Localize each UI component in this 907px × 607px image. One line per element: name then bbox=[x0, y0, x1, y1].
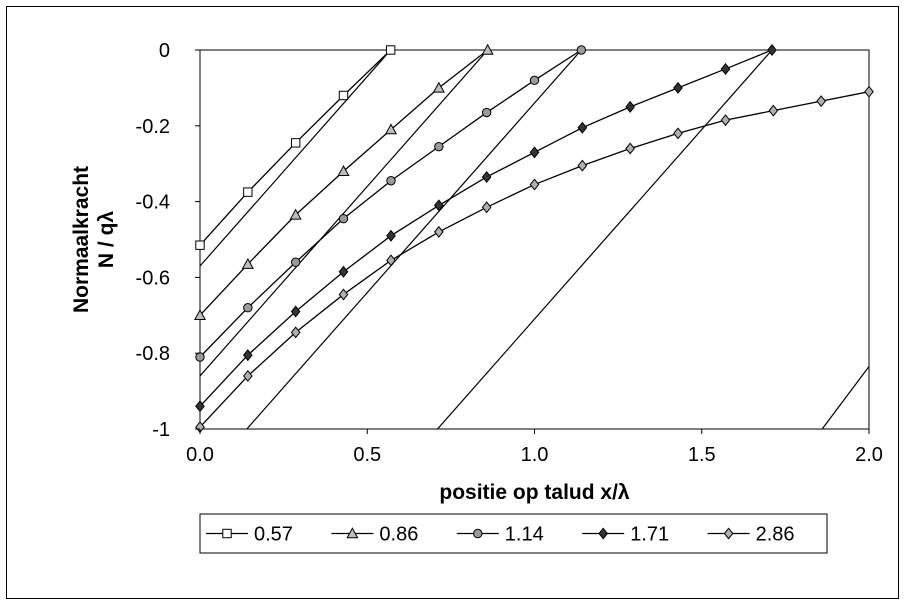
legend-marker bbox=[598, 527, 609, 540]
data-point bbox=[195, 240, 205, 250]
x-axis-ticks: 0.0 0.5 1.0 1.5 2.0 bbox=[186, 429, 883, 466]
data-point bbox=[242, 349, 253, 362]
data-point bbox=[529, 146, 540, 159]
x-tick-label: 0.0 bbox=[186, 444, 214, 466]
data-point bbox=[195, 400, 205, 413]
data-point bbox=[290, 257, 301, 267]
data-point bbox=[290, 305, 301, 318]
data-point bbox=[241, 257, 254, 269]
y-tick-label: -1 bbox=[152, 419, 170, 441]
reference-line bbox=[200, 50, 392, 267]
reference-line bbox=[821, 366, 869, 429]
y-tick-label: 0 bbox=[159, 40, 170, 62]
data-point bbox=[767, 44, 777, 56]
data-point bbox=[434, 141, 444, 152]
y-axis-label-line1: Normaalkracht bbox=[70, 166, 93, 313]
y-axis-label-line2: N / qλ bbox=[95, 211, 118, 268]
chart-frame bbox=[6, 6, 899, 599]
x-tick-label: 0.5 bbox=[353, 444, 381, 466]
reference-line bbox=[437, 50, 773, 429]
data-point bbox=[338, 213, 349, 224]
data-point bbox=[289, 208, 302, 220]
data-point bbox=[433, 199, 444, 212]
data-point bbox=[432, 81, 445, 93]
data-point bbox=[195, 352, 205, 362]
data-point bbox=[481, 201, 492, 214]
data-point bbox=[338, 265, 349, 278]
data-point bbox=[720, 62, 731, 75]
x-tick-label: 1.0 bbox=[521, 444, 549, 466]
legend-item-1.14: 1.14 bbox=[456, 524, 544, 546]
legend-label: 0.86 bbox=[379, 524, 418, 546]
legend-marker bbox=[723, 527, 734, 540]
data-point bbox=[481, 170, 492, 183]
data-point bbox=[576, 45, 587, 55]
series-line bbox=[199, 49, 773, 407]
legend-label: 1.71 bbox=[630, 524, 669, 546]
data-point bbox=[720, 114, 731, 127]
reference-lines bbox=[200, 50, 869, 429]
legend-marker bbox=[473, 528, 483, 539]
data-point bbox=[384, 123, 398, 135]
legend-item-1.71: 1.71 bbox=[582, 524, 669, 546]
legend-label: 2.86 bbox=[756, 524, 795, 546]
reference-line bbox=[200, 50, 489, 377]
legend-item-2.86: 2.86 bbox=[707, 524, 795, 546]
y-tick-label: -0.6 bbox=[136, 267, 170, 289]
data-point bbox=[338, 288, 349, 301]
data-point bbox=[290, 138, 301, 148]
data-point bbox=[577, 159, 588, 172]
data-point bbox=[529, 75, 540, 86]
series-1.71 bbox=[195, 44, 777, 413]
data-point bbox=[243, 187, 253, 197]
y-tick-label: -0.8 bbox=[136, 343, 170, 365]
plot-area bbox=[199, 49, 870, 430]
data-point bbox=[386, 254, 396, 267]
data-point bbox=[385, 45, 396, 55]
data-point bbox=[481, 43, 494, 55]
y-tick-label: -0.4 bbox=[136, 192, 170, 214]
data-point bbox=[386, 176, 396, 186]
data-point bbox=[864, 85, 874, 98]
series-0.86 bbox=[193, 43, 494, 320]
series-1.14 bbox=[195, 45, 587, 362]
data-point bbox=[673, 81, 683, 94]
x-axis-label: positie op talud x/λ bbox=[439, 481, 630, 504]
series-2.86 bbox=[195, 85, 874, 434]
data-point bbox=[338, 90, 349, 101]
data-point bbox=[625, 100, 636, 113]
data-point bbox=[433, 225, 444, 238]
legend-marker bbox=[222, 528, 232, 539]
legend-item-0.86: 0.86 bbox=[331, 524, 418, 546]
data-point bbox=[290, 326, 301, 339]
data-point bbox=[673, 127, 683, 140]
data-point bbox=[529, 178, 540, 191]
legend-item-0.57: 0.57 bbox=[206, 524, 293, 546]
x-tick-label: 2.0 bbox=[855, 444, 883, 466]
legend-label: 1.14 bbox=[505, 524, 544, 546]
y-axis-ticks: 0 -0.2 -0.4 -0.6 -0.8 -1 bbox=[136, 40, 200, 441]
legend-marker bbox=[346, 527, 359, 539]
data-point bbox=[625, 142, 636, 155]
data-point bbox=[242, 369, 253, 382]
data-point bbox=[243, 303, 253, 313]
data-point bbox=[577, 121, 588, 134]
data-point bbox=[481, 107, 492, 118]
data-point bbox=[768, 104, 779, 117]
data-point bbox=[193, 309, 207, 320]
x-tick-label: 1.5 bbox=[688, 444, 716, 466]
reference-line bbox=[246, 50, 582, 429]
series-0.57 bbox=[195, 45, 396, 250]
data-point bbox=[337, 165, 350, 176]
legend-label: 0.57 bbox=[254, 524, 293, 546]
data-point bbox=[386, 229, 396, 242]
legend: 0.57 0.86 1.14 1.71 2.86 bbox=[199, 513, 828, 554]
series-layer bbox=[193, 43, 874, 434]
data-point bbox=[816, 95, 827, 108]
y-tick-label: -0.2 bbox=[136, 116, 170, 138]
